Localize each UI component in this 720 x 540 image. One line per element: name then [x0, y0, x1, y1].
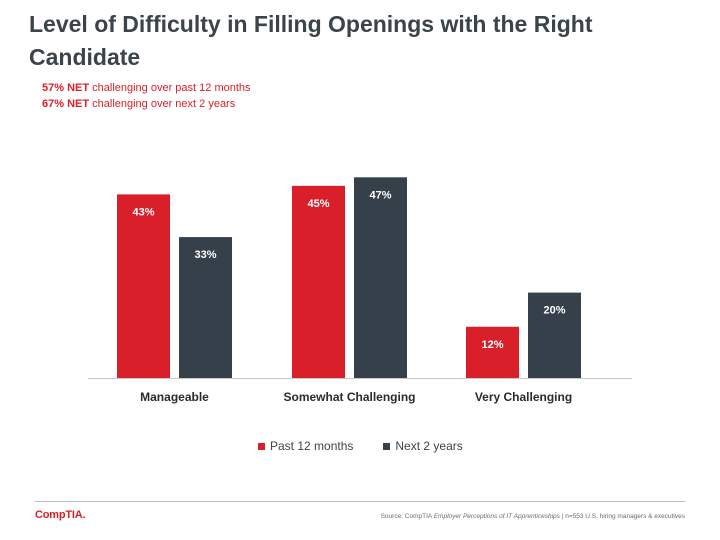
note-past-text: challenging over past 12 months	[89, 82, 251, 94]
category-label-0: Manageable	[140, 390, 209, 404]
legend-label-past: Past 12 months	[270, 439, 354, 453]
legend-swatch-next	[383, 442, 391, 450]
bar-next-2-years-1	[354, 177, 407, 378]
category-label-1: Somewhat Challenging	[283, 390, 415, 404]
bar-next-2-years-2	[528, 292, 581, 378]
data-label-past-12-months-1: 45%	[307, 198, 329, 210]
data-label-next-2-years-0: 33%	[194, 249, 216, 261]
data-label-past-12-months-0: 43%	[132, 206, 154, 218]
legend-item-next: Next 2 years	[383, 439, 463, 453]
note-past-bold: 57% NET	[42, 82, 90, 94]
footer-divider	[35, 501, 685, 502]
bar-past-12-months-2	[466, 326, 519, 378]
data-label-next-2-years-1: 47%	[369, 189, 391, 201]
bar-past-12-months-0	[117, 194, 170, 378]
bar-past-12-months-1	[292, 185, 345, 378]
source-title: Employer Perceptions of IT Apprenticeshi…	[433, 513, 560, 520]
note-next-bold: 67% NET	[42, 98, 90, 110]
legend-label-next: Next 2 years	[395, 439, 463, 453]
note-next: 67% NET challenging over next 2 years	[42, 96, 251, 112]
category-label-2: Very Challenging	[475, 390, 572, 404]
note-next-text: challenging over next 2 years	[89, 98, 236, 110]
legend: Past 12 months Next 2 years	[258, 439, 463, 453]
source-suffix: | n=553 U.S. hiring managers & executive…	[559, 513, 685, 520]
legend-item-past: Past 12 months	[258, 439, 353, 453]
chart-title: Level of Difficulty in Filling Openings …	[29, 11, 593, 70]
source-note: Source: CompTIA Employer Perceptions of …	[381, 513, 685, 520]
data-label-past-12-months-2: 12%	[481, 339, 503, 351]
bar-next-2-years-0	[179, 237, 232, 378]
note-past: 57% NET challenging over past 12 months	[42, 80, 251, 96]
source-prefix: Source: CompTIA	[380, 513, 434, 520]
comptia-logo: CompTIA.	[35, 509, 86, 521]
net-notes: 57% NET challenging over past 12 months …	[42, 80, 251, 112]
legend-swatch-past	[258, 442, 265, 450]
data-label-next-2-years-2: 20%	[543, 305, 565, 317]
